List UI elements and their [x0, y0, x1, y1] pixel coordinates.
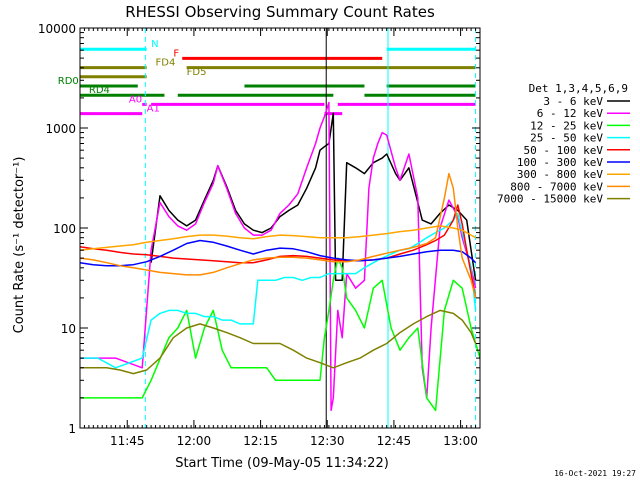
- x-axis: 11:45 12:00 12:15 12:30 12:45 13:00: [79, 28, 481, 448]
- y-tick-label: 1000: [45, 122, 76, 136]
- x-tick-label: 13:00: [443, 434, 478, 448]
- y-tick-label: 1: [68, 422, 76, 436]
- x-tick-label: 12:00: [177, 434, 212, 448]
- series-line: [79, 239, 477, 267]
- x-tick-label: 11:45: [110, 434, 145, 448]
- flag-label: RD0: [58, 76, 79, 87]
- x-axis-label: Start Time (09-May-05 11:34:22): [175, 456, 389, 471]
- y-axis-label: Count Rate (s⁻¹ detector⁻¹): [12, 157, 27, 334]
- legend-entry: 12 - 25 keV: [530, 119, 603, 132]
- y-tick-label: 10000: [38, 22, 76, 36]
- y-tick-label: 100: [53, 222, 76, 236]
- vertical-marker-group: [144, 28, 477, 428]
- legend-entry: 800 - 7000 keV: [510, 180, 603, 193]
- legend-entry: 25 - 50 keV: [530, 132, 603, 145]
- series-group: [79, 101, 481, 412]
- legend-entry: 3 - 6 keV: [543, 95, 603, 108]
- y-tick-label: 10: [61, 322, 76, 336]
- timestamp: 16-Oct-2021 19:27: [554, 469, 636, 478]
- legend-entry: 50 - 100 keV: [524, 144, 604, 157]
- flag-label: F: [173, 48, 179, 59]
- y-axis: 1 10 100 1000 10000: [38, 22, 480, 436]
- x-tick-label: 12:15: [243, 434, 278, 448]
- series-line: [80, 309, 477, 375]
- x-tick-label: 12:30: [310, 434, 345, 448]
- series-line: [79, 204, 477, 299]
- legend-entry: 300 - 800 keV: [517, 168, 603, 181]
- series-line: [80, 212, 477, 369]
- legend-entry: 6 - 12 keV: [537, 107, 604, 120]
- x-tick-label: 12:45: [377, 434, 412, 448]
- series-line: [79, 172, 477, 299]
- flag-label: RD4: [89, 85, 110, 96]
- flag-label: FD5: [187, 67, 207, 78]
- series-line: [80, 257, 481, 412]
- legend-title: Det 1,3,4,5,6,9: [529, 82, 628, 95]
- flag-label: A0: [129, 94, 142, 105]
- series-line: [79, 225, 476, 251]
- chart-title: RHESSI Observing Summary Count Rates: [125, 3, 435, 21]
- legend-entry: 7000 - 15000 keV: [497, 193, 603, 206]
- series-line: [80, 101, 477, 412]
- plot-frame: [79, 27, 481, 429]
- flag-label: FD4: [156, 58, 176, 69]
- flag-label: A1: [147, 104, 160, 115]
- flag-label: N: [151, 39, 158, 50]
- series-line: [150, 112, 477, 282]
- legend-entry: 100 - 300 keV: [517, 156, 603, 169]
